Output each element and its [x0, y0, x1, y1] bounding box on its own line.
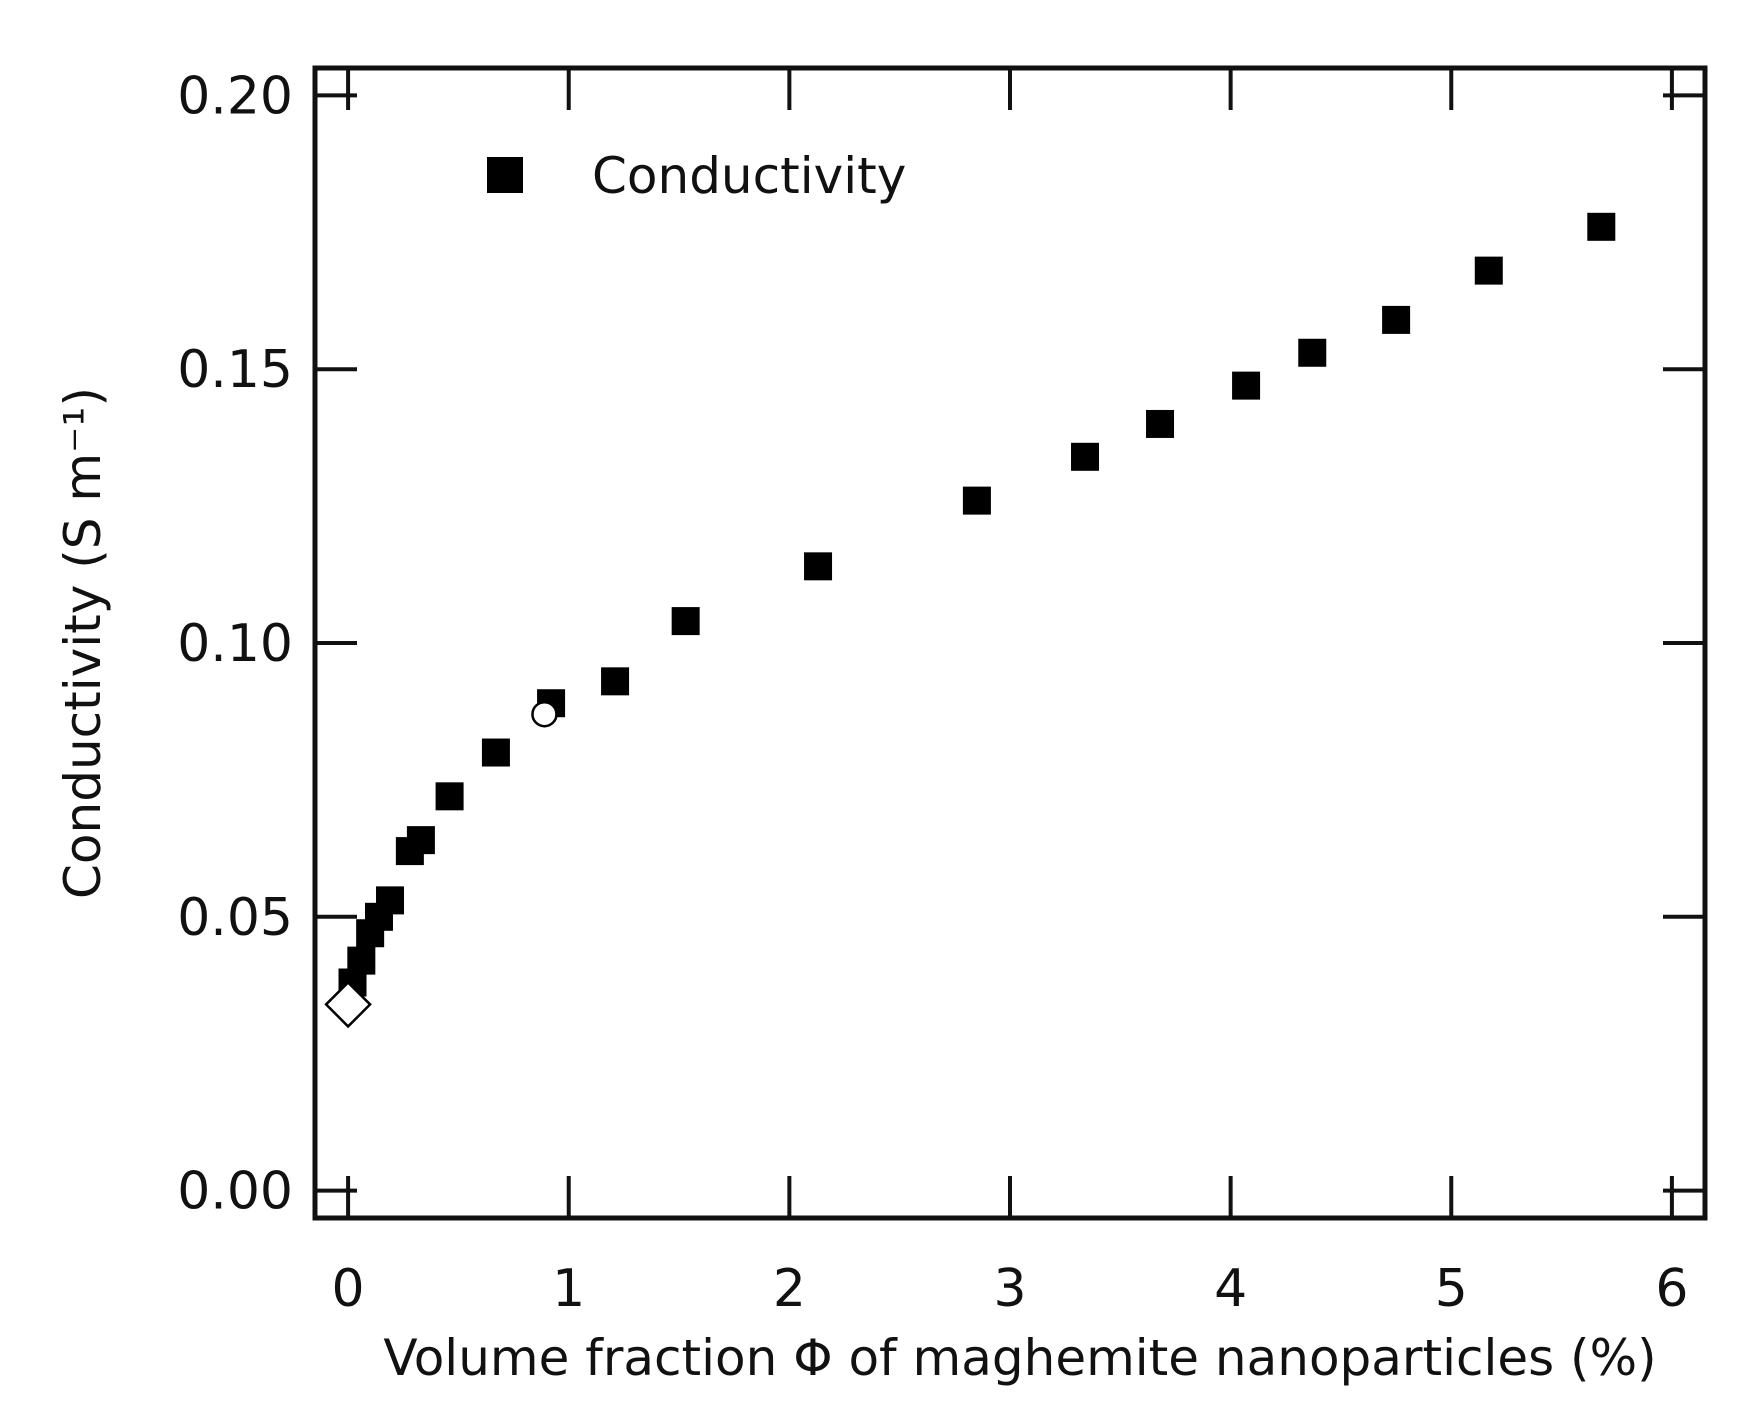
data-point: [1587, 212, 1616, 241]
data-point: [376, 886, 405, 915]
data-point: [347, 946, 376, 975]
data-point: [804, 552, 833, 581]
data-point: [1071, 442, 1100, 471]
data-point-diamond: [324, 980, 372, 1029]
legend: Conductivity: [487, 147, 906, 205]
x-tick-label: 4: [1214, 1259, 1247, 1319]
x-tick-label: 0: [332, 1259, 365, 1319]
data-markers: [324, 212, 1616, 1029]
tick-labels: 0 1 2 3 4 5 6 0.00 0.05 0.10 0.15 0.20: [177, 66, 1688, 1319]
data-point: [1146, 409, 1175, 438]
data-point: [962, 486, 991, 515]
x-tick-label: 1: [552, 1259, 585, 1319]
y-tick-label: 0.10: [177, 614, 293, 674]
y-axis-title: Conductivity (S m⁻¹): [54, 387, 112, 899]
y-tick-label: 0.20: [177, 66, 293, 126]
data-point: [1298, 338, 1327, 367]
data-point: [435, 782, 464, 811]
data-point: [1382, 305, 1411, 334]
y-tick-label: 0.00: [177, 1162, 293, 1222]
x-axis-title: Volume fraction Φ of maghemite nanoparti…: [383, 1329, 1656, 1387]
legend-marker: [487, 157, 523, 193]
y-tick-label: 0.05: [177, 888, 293, 948]
data-point: [601, 667, 630, 696]
x-tick-label: 2: [773, 1259, 806, 1319]
axis-ticks: [315, 68, 1705, 1218]
data-point: [671, 607, 700, 636]
x-tick-label: 5: [1435, 1259, 1468, 1319]
plot-frame: [312, 65, 1708, 1221]
data-point-circle: [531, 700, 558, 728]
x-tick-label: 6: [1655, 1259, 1688, 1319]
data-point: [481, 738, 510, 767]
data-point: [406, 826, 435, 855]
legend-label: Conductivity: [592, 147, 906, 205]
y-tick-label: 0.15: [177, 340, 293, 400]
data-point: [1474, 256, 1503, 285]
x-tick-label: 3: [993, 1259, 1026, 1319]
data-point: [1232, 371, 1261, 400]
